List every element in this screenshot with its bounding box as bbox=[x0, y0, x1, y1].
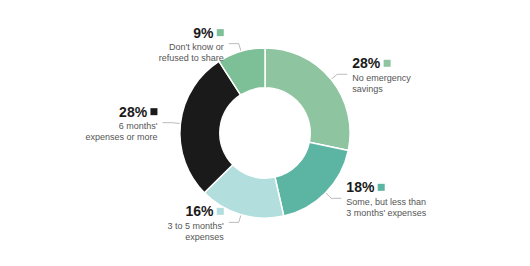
svg-text:expenses: expenses bbox=[185, 232, 224, 242]
svg-text:refused to share: refused to share bbox=[159, 53, 224, 63]
svg-text:Some, but less than: Some, but less than bbox=[346, 197, 426, 207]
svg-text:3 months' expenses: 3 months' expenses bbox=[346, 208, 426, 218]
svg-text:18%: 18% bbox=[346, 179, 375, 195]
svg-text:Don't know or: Don't know or bbox=[169, 42, 224, 52]
svg-text:No emergency: No emergency bbox=[352, 73, 411, 83]
svg-text:28%: 28% bbox=[352, 55, 381, 71]
svg-text:expenses or more: expenses or more bbox=[85, 132, 157, 142]
svg-text:9%: 9% bbox=[193, 25, 214, 41]
svg-text:3 to 5 months': 3 to 5 months' bbox=[168, 221, 225, 231]
svg-text:savings: savings bbox=[352, 84, 383, 94]
svg-text:16%: 16% bbox=[185, 203, 214, 219]
svg-text:6 months': 6 months' bbox=[119, 121, 158, 131]
svg-text:28%: 28% bbox=[119, 104, 148, 120]
